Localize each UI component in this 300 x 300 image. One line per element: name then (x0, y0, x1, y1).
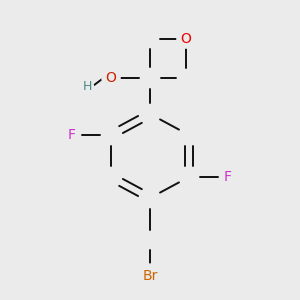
Circle shape (177, 30, 195, 48)
Circle shape (102, 69, 120, 87)
Circle shape (138, 264, 162, 288)
Text: Br: Br (142, 269, 158, 283)
Text: F: F (68, 128, 76, 142)
Circle shape (220, 169, 236, 184)
Circle shape (80, 80, 94, 94)
Text: O: O (106, 71, 116, 85)
Text: H: H (82, 80, 92, 94)
Text: O: O (181, 32, 191, 46)
Circle shape (64, 128, 80, 142)
Text: F: F (224, 170, 232, 184)
